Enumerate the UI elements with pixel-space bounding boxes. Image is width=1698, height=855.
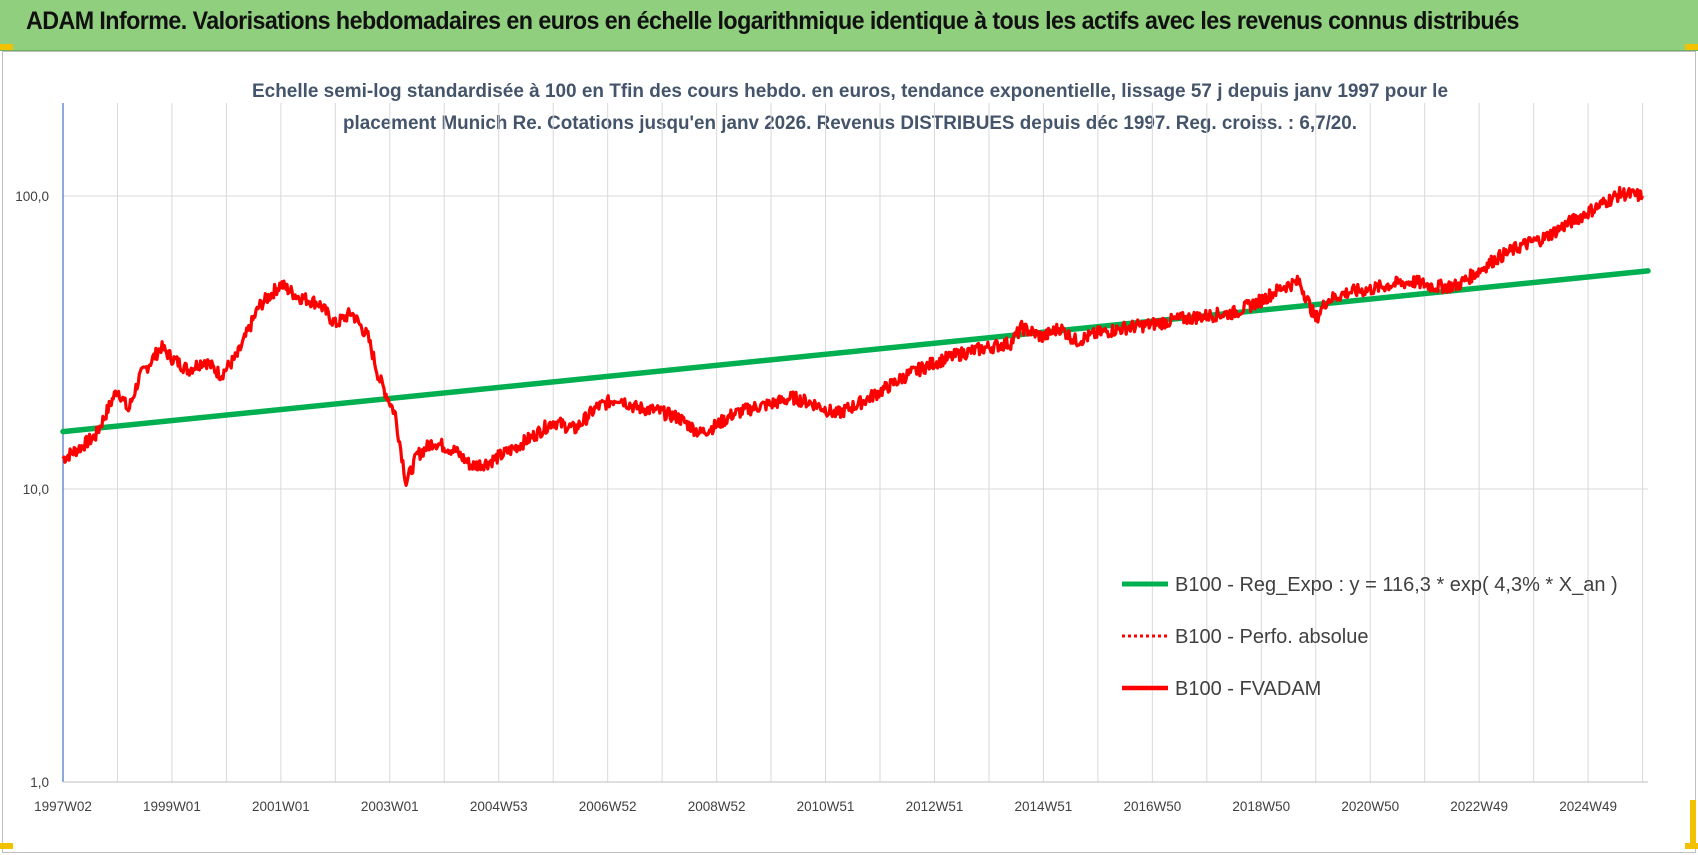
x-tick-label: 2010W51 <box>797 799 855 814</box>
corner-marker-bottom-right-vertical <box>1690 800 1696 849</box>
y-tick-label: 1,0 <box>30 775 49 790</box>
series-fvadam-line <box>61 185 1645 487</box>
x-tick-label: 2012W51 <box>906 799 964 814</box>
x-tick-label: 2001W01 <box>252 799 310 814</box>
legend-item-regression-label: B100 - Reg_Expo : y = 116,3 * exp( 4,3% … <box>1175 574 1618 596</box>
x-tick-label: 2016W50 <box>1123 799 1181 814</box>
chart-frame <box>2 51 1696 853</box>
x-tick-label: 2008W52 <box>688 799 746 814</box>
x-tick-label: 1997W02 <box>34 799 92 814</box>
x-tick-label: 2024W49 <box>1559 799 1617 814</box>
x-tick-label: 2018W50 <box>1232 799 1290 814</box>
x-tick-label: 2006W52 <box>579 799 637 814</box>
y-tick-label: 100,0 <box>15 189 49 204</box>
corner-marker-top-right <box>1685 44 1698 50</box>
chart-title-line1: Echelle semi-log standardisée à 100 en T… <box>252 80 1448 102</box>
chart-title-line2: placement Munich Re. Cotations jusqu'en … <box>343 112 1357 134</box>
legend-item-fvadam-label: B100 - FVADAM <box>1175 678 1321 700</box>
x-tick-label: 2004W53 <box>470 799 528 814</box>
x-tick-label: 1999W01 <box>143 799 201 814</box>
x-tick-label: 2014W51 <box>1015 799 1073 814</box>
legend-item-perfo-absolue-label: B100 - Perfo. absolue <box>1175 626 1368 648</box>
x-tick-label: 2022W49 <box>1450 799 1508 814</box>
x-tick-label: 2003W01 <box>361 799 419 814</box>
banner-title: ADAM Informe. Valorisations hebdomadaire… <box>26 7 1519 35</box>
series-regression-line <box>60 268 1651 435</box>
corner-marker-bottom-left <box>0 843 13 849</box>
corner-marker-top-left <box>0 44 13 50</box>
y-tick-label: 10,0 <box>23 482 49 497</box>
banner: ADAM Informe. Valorisations hebdomadaire… <box>0 0 1698 51</box>
x-tick-label: 2020W50 <box>1341 799 1399 814</box>
